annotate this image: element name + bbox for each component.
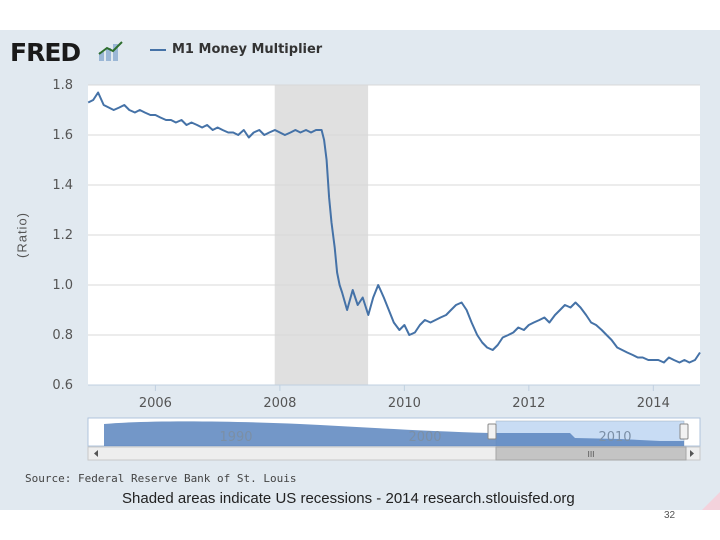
y-tick-label-6: 1.8: [52, 78, 73, 93]
y-tick-label-4: 1.4: [52, 178, 73, 193]
x-tick-label-3: 2012: [512, 396, 545, 411]
y-tick-label-2: 1.0: [52, 278, 73, 293]
footnote: Shaded areas indicate US recessions - 20…: [122, 490, 575, 507]
series-line-0: [87, 91, 701, 364]
navigator-label-2: 2010: [598, 430, 631, 445]
x-tick-label-4: 2014: [637, 396, 670, 411]
scroll-right-arrow-icon[interactable]: [690, 450, 694, 457]
y-tick-label-0: 0.6: [52, 378, 73, 393]
scrollbar-grip: III: [587, 450, 594, 459]
navigator-label-1: 2000: [408, 430, 441, 445]
y-tick-label-1: 0.8: [52, 328, 73, 343]
page-corner-decoration: [702, 492, 720, 510]
fred-logo-text: FRED: [10, 38, 81, 67]
page-number: 32: [664, 510, 676, 521]
y-tick-label-3: 1.2: [52, 228, 73, 243]
navigator-label-0: 1990: [219, 430, 252, 445]
navigator-area: [104, 421, 684, 446]
x-tick-label-0: 2006: [139, 396, 172, 411]
legend-label: M1 Money Multiplier: [172, 42, 323, 57]
fred-logo-graph-icon: [98, 41, 123, 61]
legend-swatch: [150, 48, 166, 51]
source-note: Source: Federal Reserve Bank of St. Loui…: [25, 472, 297, 485]
y-tick-label-5: 1.6: [52, 128, 73, 143]
x-tick-label-1: 2008: [263, 396, 296, 411]
navigator-handle-1[interactable]: [679, 423, 689, 440]
scroll-left-arrow-icon[interactable]: [94, 450, 98, 457]
navigator-handle-0[interactable]: [487, 423, 497, 440]
chart-legend: M1 Money Multiplier: [150, 42, 322, 57]
fred-logo: FRED: [10, 38, 81, 67]
x-tick-label-2: 2010: [388, 396, 421, 411]
scrollbar-thumb[interactable]: [495, 446, 687, 461]
